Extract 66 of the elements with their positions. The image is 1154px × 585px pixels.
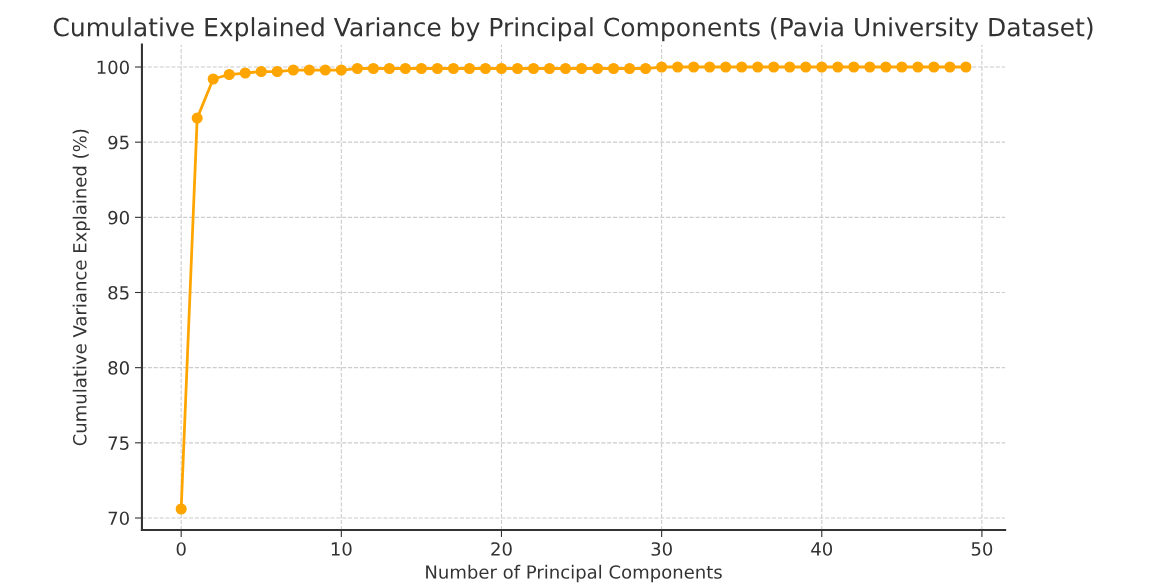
point (383, 62, 395, 75)
point (207, 73, 219, 85)
point (592, 62, 604, 75)
y-axis-title: Cumulative Variance Explained (%) (72, 129, 91, 446)
y-tick-label: 95 (108, 135, 129, 150)
point (848, 61, 860, 73)
point (415, 62, 427, 75)
point (800, 61, 812, 73)
point (287, 64, 299, 76)
point (447, 62, 459, 75)
point (672, 61, 684, 73)
point (511, 62, 524, 75)
point (431, 62, 443, 75)
point (640, 62, 652, 75)
x-tick-label: 30 (651, 542, 672, 556)
point (191, 112, 203, 124)
point (495, 62, 508, 75)
point (351, 62, 363, 75)
y-tick-label: 90 (108, 210, 129, 225)
y-tick-label: 80 (108, 361, 129, 375)
point (479, 62, 492, 75)
point (399, 62, 411, 75)
x-tick-label: 50 (971, 542, 993, 556)
chart-title: Cumulative Explained Variance by Principal Components (Pavia University Dataset) (53, 17, 1093, 42)
point (720, 61, 732, 73)
y-tick-label: 75 (108, 436, 129, 450)
point (608, 62, 620, 75)
point (335, 64, 347, 76)
point (704, 61, 716, 73)
point (575, 62, 588, 75)
point (768, 61, 780, 73)
point (175, 503, 187, 515)
point (303, 64, 315, 76)
point (271, 65, 283, 78)
point (255, 65, 267, 78)
point (223, 68, 235, 81)
point (880, 61, 892, 73)
point (736, 61, 748, 73)
point (960, 61, 972, 73)
point (928, 61, 940, 73)
point (527, 62, 540, 75)
y-tick-label: 70 (108, 511, 129, 526)
point (367, 62, 379, 75)
point (543, 62, 556, 75)
point (559, 62, 572, 75)
x-tick-label: 20 (491, 542, 512, 556)
point (239, 67, 251, 79)
x-tick-label: 10 (331, 542, 352, 556)
point (944, 61, 956, 73)
x-axis-title: Number of Principal Components (426, 564, 722, 583)
point (816, 61, 828, 73)
x-tick-label: 40 (811, 542, 833, 556)
point (864, 61, 876, 73)
point (688, 61, 700, 73)
point (832, 61, 844, 73)
point (752, 61, 764, 73)
y-tick-label: 85 (108, 285, 129, 300)
point (624, 62, 636, 75)
point (784, 61, 796, 73)
point (319, 64, 331, 76)
point (656, 61, 668, 73)
y-tick-label: 100 (97, 60, 129, 75)
point (896, 61, 908, 73)
point (912, 61, 924, 73)
x-tick-label: 0 (176, 542, 186, 556)
point (463, 62, 475, 75)
